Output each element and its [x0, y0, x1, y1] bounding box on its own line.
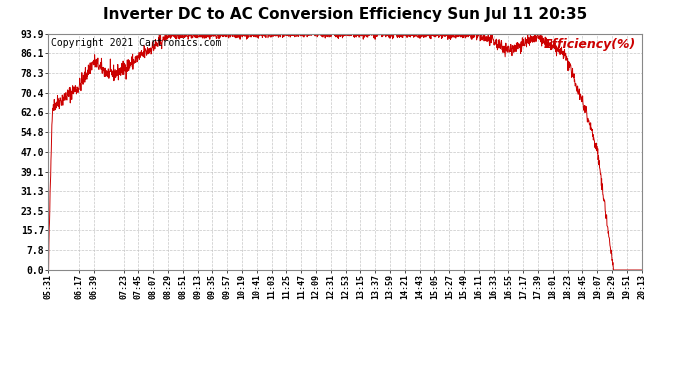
Text: Copyright 2021 Cartronics.com: Copyright 2021 Cartronics.com — [51, 39, 221, 48]
Text: Inverter DC to AC Conversion Efficiency Sun Jul 11 20:35: Inverter DC to AC Conversion Efficiency … — [103, 8, 587, 22]
Text: Efficiency(%): Efficiency(%) — [544, 39, 635, 51]
